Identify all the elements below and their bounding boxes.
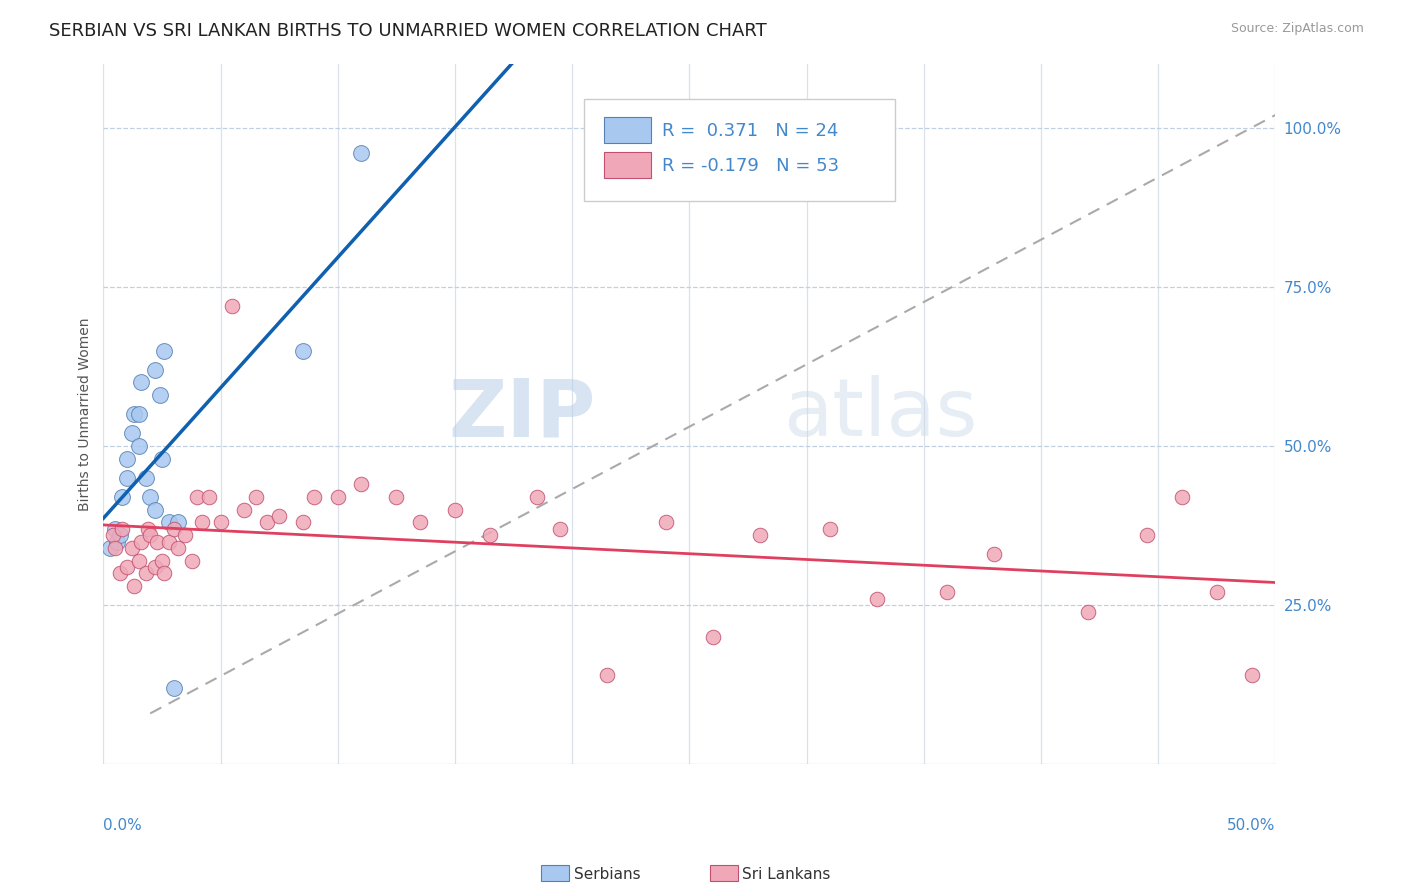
Point: [1135, 528, 1157, 542]
Text: Serbians: Serbians: [574, 867, 640, 881]
Point: [256, 516, 278, 530]
Point: [128, 407, 150, 421]
Point: [550, 522, 572, 536]
Point: [115, 471, 138, 485]
Point: [104, 541, 127, 555]
Point: [167, 541, 190, 555]
Point: [655, 516, 678, 530]
Point: [128, 553, 150, 567]
Point: [139, 490, 162, 504]
Point: [143, 502, 166, 516]
Text: SERBIAN VS SRI LANKAN BIRTHS TO UNMARRIED WOMEN CORRELATION CHART: SERBIAN VS SRI LANKAN BIRTHS TO UNMARRIE…: [49, 22, 766, 40]
Point: [122, 407, 145, 421]
Point: [115, 560, 138, 574]
Point: [866, 591, 889, 606]
Point: [104, 522, 127, 536]
Point: [149, 388, 172, 402]
Point: [444, 502, 467, 516]
Text: R =  0.371   N = 24: R = 0.371 N = 24: [662, 121, 839, 139]
Text: 50.0%: 50.0%: [1227, 819, 1275, 833]
Point: [818, 522, 841, 536]
Point: [139, 528, 162, 542]
Point: [111, 522, 134, 536]
Point: [304, 490, 326, 504]
Point: [111, 490, 134, 504]
Text: Source: ZipAtlas.com: Source: ZipAtlas.com: [1230, 22, 1364, 36]
Point: [128, 439, 150, 453]
Point: [163, 522, 186, 536]
Point: [198, 490, 221, 504]
Point: [146, 534, 169, 549]
Point: [107, 534, 129, 549]
Point: [191, 516, 214, 530]
Point: [479, 528, 502, 542]
Point: [1077, 605, 1099, 619]
Point: [983, 547, 1005, 561]
Point: [385, 490, 408, 504]
Point: [143, 362, 166, 376]
Point: [153, 566, 176, 581]
Point: [150, 451, 173, 466]
Point: [122, 579, 145, 593]
Point: [157, 516, 180, 530]
Text: atlas: atlas: [783, 376, 977, 453]
FancyBboxPatch shape: [583, 99, 894, 201]
Text: R = -0.179   N = 53: R = -0.179 N = 53: [662, 157, 839, 175]
Point: [100, 541, 122, 555]
Point: [233, 502, 256, 516]
Point: [221, 299, 243, 313]
Point: [596, 668, 619, 682]
Point: [245, 490, 267, 504]
Point: [186, 490, 208, 504]
Point: [153, 343, 176, 358]
Text: Sri Lankans: Sri Lankans: [742, 867, 831, 881]
Point: [163, 681, 186, 695]
Point: [291, 343, 314, 358]
Point: [129, 534, 152, 549]
Point: [108, 528, 131, 542]
Point: [135, 471, 157, 485]
Point: [1240, 668, 1263, 682]
Point: [115, 451, 138, 466]
Text: 0.0%: 0.0%: [104, 819, 142, 833]
Point: [409, 516, 432, 530]
Point: [174, 528, 197, 542]
Point: [350, 477, 373, 491]
Point: [702, 630, 724, 644]
Point: [121, 541, 143, 555]
Point: [121, 426, 143, 441]
Point: [526, 490, 548, 504]
Point: [150, 553, 173, 567]
Point: [326, 490, 349, 504]
Point: [1205, 585, 1227, 599]
Point: [167, 516, 190, 530]
Point: [129, 376, 152, 390]
Point: [269, 509, 291, 524]
Bar: [603, 152, 651, 178]
Point: [136, 522, 159, 536]
Point: [936, 585, 959, 599]
Point: [291, 516, 314, 530]
Point: [748, 528, 770, 542]
Text: ZIP: ZIP: [449, 376, 596, 453]
Point: [108, 566, 131, 581]
Y-axis label: Births to Unmarried Women: Births to Unmarried Women: [79, 318, 93, 511]
Point: [143, 560, 166, 574]
Point: [101, 528, 124, 542]
Point: [181, 553, 204, 567]
Point: [1170, 490, 1192, 504]
Point: [157, 534, 180, 549]
Point: [350, 146, 373, 161]
Point: [209, 516, 232, 530]
Point: [135, 566, 157, 581]
Bar: [603, 117, 651, 144]
